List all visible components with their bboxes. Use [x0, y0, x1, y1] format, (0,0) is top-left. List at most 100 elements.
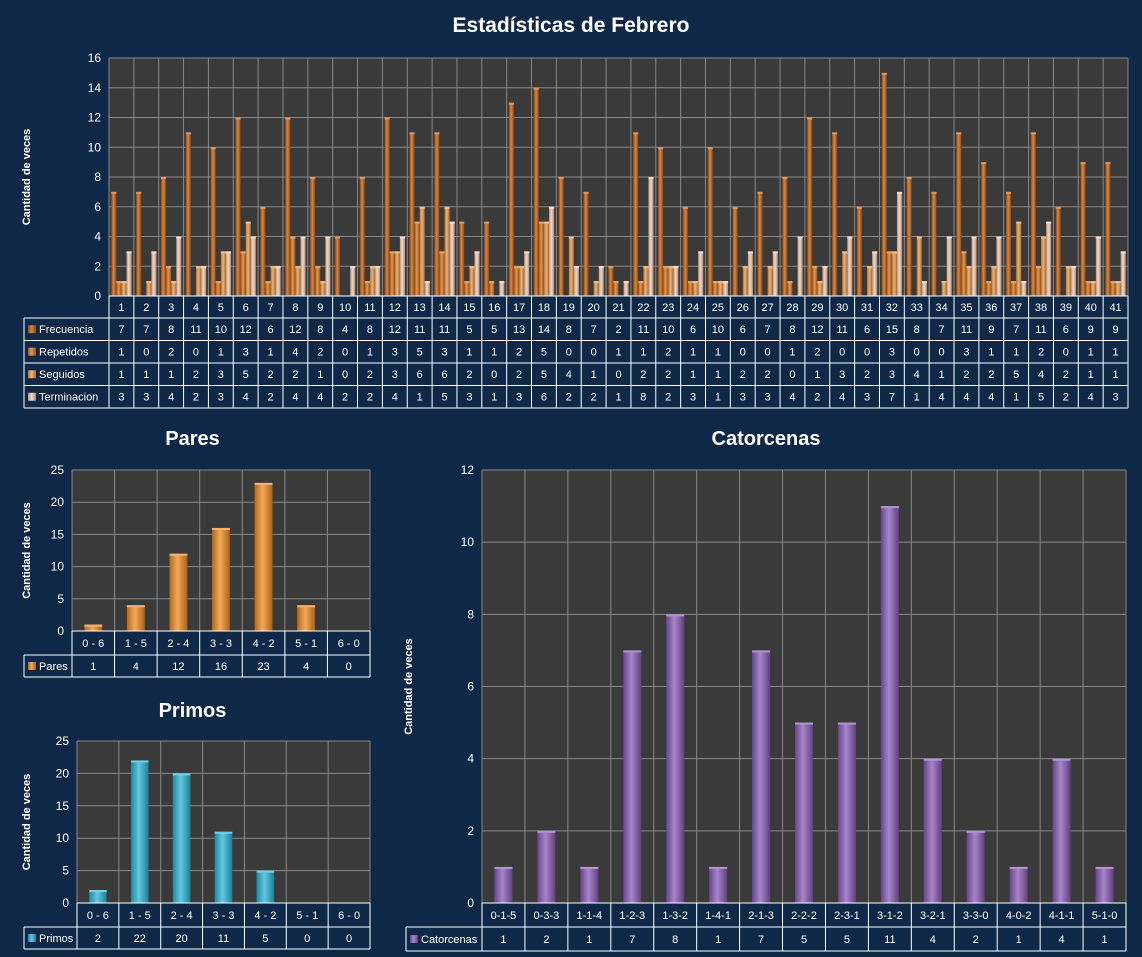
data-label: 2: [193, 392, 199, 404]
bar-cap: [389, 251, 395, 254]
bar-cap: [235, 117, 241, 120]
bar: [1065, 266, 1071, 296]
bar-cap: [494, 866, 513, 869]
data-label: 2: [367, 392, 373, 404]
data-label: 1: [715, 392, 721, 404]
bar-cap: [666, 614, 685, 617]
bar: [1035, 266, 1042, 296]
bar-cap: [499, 281, 505, 284]
bar: [1080, 162, 1086, 296]
bar-cap: [767, 266, 773, 269]
bar-cap: [583, 191, 589, 194]
data-label: 5: [491, 324, 497, 336]
bar: [787, 281, 793, 296]
bar: [151, 251, 157, 296]
bar-cap: [310, 177, 316, 179]
bar-cap: [250, 236, 256, 239]
data-label: 1: [491, 347, 497, 359]
bar-cap: [742, 266, 748, 269]
bar-cap: [1030, 132, 1036, 135]
bar-cap: [195, 266, 202, 269]
bar: [822, 266, 828, 296]
x-tick-label: 37: [1010, 302, 1022, 314]
bar-cap: [931, 191, 937, 194]
data-label: 3: [218, 392, 224, 404]
bar: [906, 177, 912, 296]
bar: [519, 266, 525, 296]
bar: [533, 87, 539, 296]
y-axis-label: Cantidad de veces: [21, 129, 33, 226]
bar-cap: [682, 206, 688, 209]
bar: [126, 605, 145, 631]
bar: [941, 281, 947, 296]
bar-cap: [921, 281, 927, 284]
bar: [847, 236, 853, 296]
bar-cap: [201, 266, 207, 269]
y-tick-label: 6: [94, 200, 101, 214]
bar-cap: [240, 251, 246, 254]
bar: [693, 281, 699, 296]
bar-cap: [1035, 266, 1042, 269]
bar: [608, 266, 614, 296]
y-axis-label: Cantidad de veces: [21, 502, 33, 599]
bar: [623, 281, 629, 296]
bar-cap: [881, 72, 887, 75]
bar-cap: [169, 553, 188, 556]
data-label: 2: [864, 369, 870, 381]
data-label: 16: [215, 661, 227, 673]
bar-cap: [434, 132, 440, 135]
data-label: 5: [1013, 369, 1019, 381]
bar: [364, 281, 370, 296]
data-label: 0: [1063, 347, 1069, 359]
data-label: 1: [367, 347, 373, 359]
bar: [797, 236, 803, 296]
bar: [1030, 132, 1036, 296]
data-label: 1: [715, 369, 721, 381]
data-label: 2: [317, 347, 323, 359]
data-label: 7: [629, 934, 635, 946]
bar: [121, 281, 127, 296]
data-label: 3: [740, 392, 746, 404]
legend-swatch: [28, 392, 36, 401]
x-tick-label: 7: [267, 302, 273, 314]
data-label: 3: [1113, 392, 1119, 404]
primos-chart-title: Primos: [158, 700, 227, 722]
bar-cap: [966, 830, 985, 833]
bar: [126, 251, 132, 296]
data-label: 6: [267, 324, 273, 336]
bar-cap: [1016, 221, 1022, 224]
x-tick-label: 5 - 1: [296, 910, 318, 922]
legend-entry-pares: Pares: [39, 661, 68, 673]
bar-cap: [215, 281, 221, 284]
bar: [160, 177, 167, 296]
bar: [881, 72, 887, 296]
data-label: 0: [591, 347, 597, 359]
bar: [375, 266, 381, 296]
y-tick-label: 15: [56, 799, 70, 813]
catorcenas-chart-title: Catorcenas: [711, 428, 821, 450]
bar-cap: [1115, 281, 1121, 284]
data-label: 1: [591, 369, 597, 381]
legend-swatch: [28, 325, 36, 334]
y-tick-label: 2: [94, 259, 101, 273]
data-label: 1: [789, 347, 795, 359]
bar-cap: [923, 758, 942, 761]
data-label: 6: [690, 324, 696, 336]
bar: [116, 281, 122, 296]
data-label: 4: [133, 661, 139, 673]
x-tick-label: 23: [662, 302, 674, 314]
bar-cap: [782, 177, 788, 179]
bar-cap: [334, 236, 341, 239]
bar: [698, 251, 704, 296]
bar-cap: [300, 236, 306, 239]
bar: [315, 266, 321, 296]
data-label: 2: [267, 392, 273, 404]
data-label: 0: [789, 369, 795, 381]
data-label: 1: [586, 934, 592, 946]
bar: [1110, 281, 1116, 296]
data-label: 1: [615, 347, 621, 359]
data-label: 0: [740, 347, 746, 359]
x-tick-label: 3-3-0: [963, 910, 989, 922]
